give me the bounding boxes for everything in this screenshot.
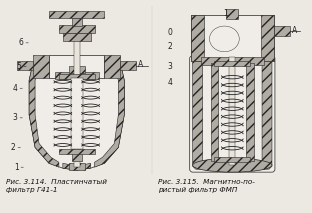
Text: 0: 0 [168, 29, 172, 37]
Text: Рис. 3.114.  Пластинчатый: Рис. 3.114. Пластинчатый [6, 179, 107, 185]
Bar [201, 57, 264, 65]
Bar [72, 153, 82, 161]
Bar [49, 55, 105, 78]
Bar [74, 19, 80, 167]
Bar [71, 78, 83, 150]
Text: 4: 4 [168, 78, 172, 87]
Bar [49, 11, 105, 18]
Bar [229, 57, 235, 165]
Text: Рис. 3.115.  Магнитно-по-: Рис. 3.115. Магнитно-по- [158, 179, 255, 185]
Bar [59, 150, 95, 154]
Polygon shape [63, 163, 90, 170]
Bar [72, 18, 82, 26]
Ellipse shape [193, 158, 272, 172]
Bar [274, 26, 290, 36]
Text: 1: 1 [14, 163, 19, 172]
Bar [211, 63, 218, 161]
Bar [191, 15, 203, 61]
Bar [227, 9, 238, 19]
Text: A: A [138, 60, 144, 69]
Polygon shape [262, 59, 272, 169]
Text: ристый фильтр ФМП: ристый фильтр ФМП [158, 187, 237, 193]
Text: 3: 3 [168, 62, 172, 71]
Text: A: A [292, 26, 297, 36]
Bar [17, 61, 33, 71]
Polygon shape [29, 63, 124, 170]
Bar [59, 25, 95, 33]
Bar [59, 74, 95, 79]
Text: 2: 2 [168, 42, 172, 51]
Text: 1: 1 [223, 9, 228, 18]
Bar [105, 55, 120, 78]
Bar [69, 66, 85, 73]
Bar [63, 33, 90, 41]
Text: 2: 2 [11, 143, 16, 152]
Bar [55, 72, 99, 79]
Ellipse shape [210, 26, 239, 52]
FancyBboxPatch shape [190, 56, 275, 172]
Bar [69, 163, 85, 170]
Polygon shape [95, 63, 124, 167]
Text: 3: 3 [13, 113, 18, 122]
Polygon shape [29, 63, 59, 167]
Bar [214, 157, 250, 162]
Bar [191, 15, 274, 61]
Text: 6: 6 [19, 38, 24, 47]
Text: 5: 5 [17, 62, 22, 71]
Bar [33, 55, 49, 78]
Bar [261, 15, 274, 61]
Bar [120, 61, 136, 71]
Bar [246, 63, 254, 161]
Bar [214, 61, 250, 66]
Text: фильтр Г41-1: фильтр Г41-1 [6, 187, 58, 193]
Text: 4: 4 [13, 84, 18, 93]
Polygon shape [193, 59, 202, 169]
